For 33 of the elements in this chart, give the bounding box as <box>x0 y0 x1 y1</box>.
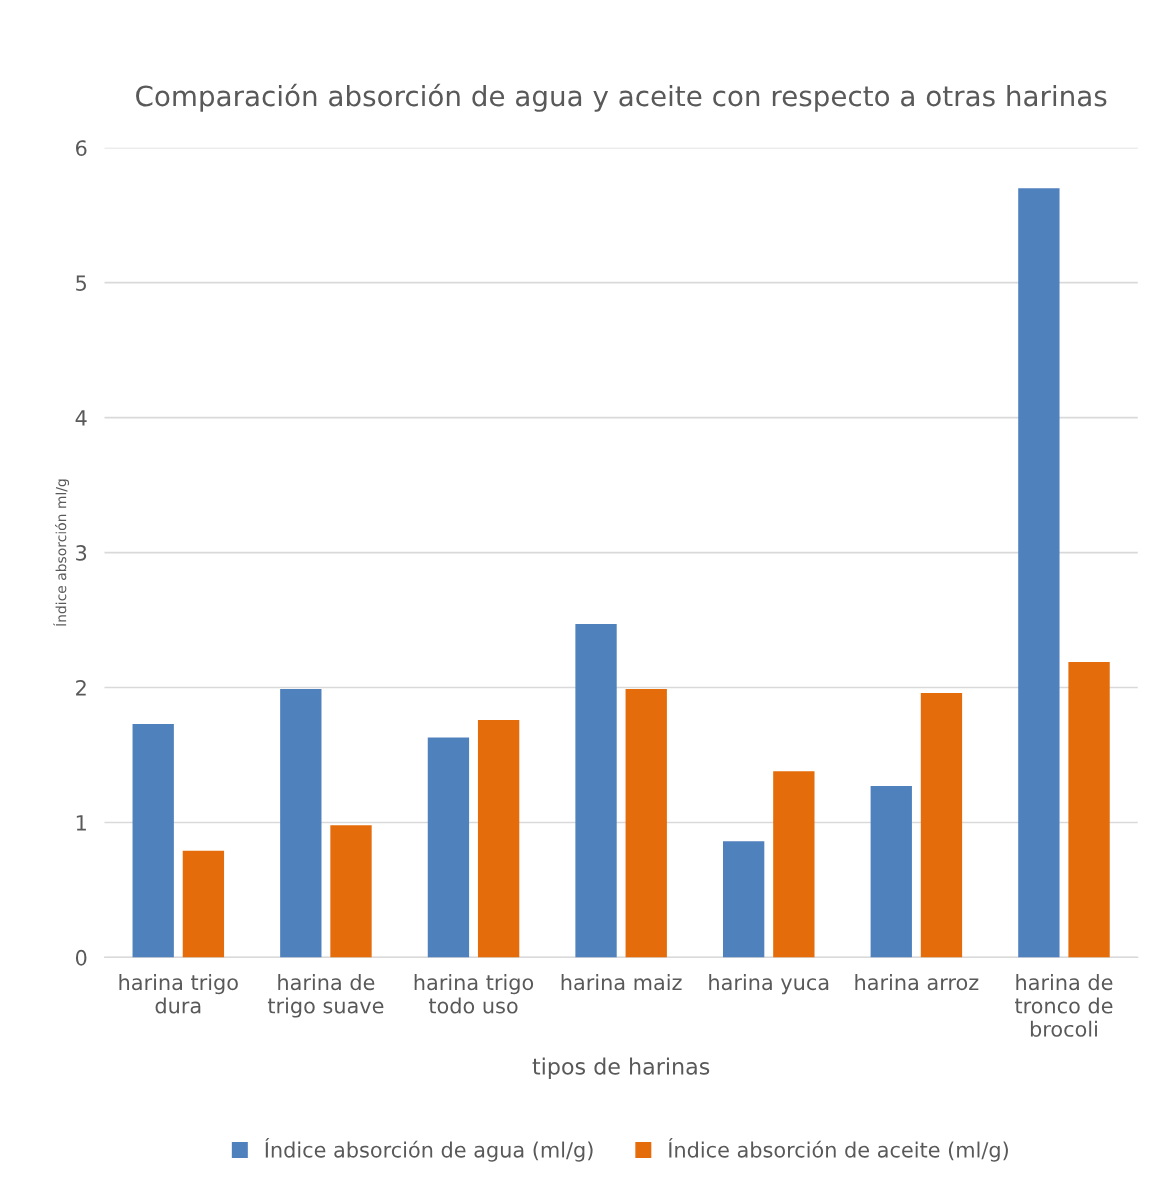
legend-label: Índice absorción de agua (ml/g) <box>265 1138 593 1162</box>
bar <box>427 737 470 958</box>
y-tick-label: 3 <box>76 545 87 561</box>
bar <box>870 786 912 958</box>
bar <box>330 825 372 958</box>
bar <box>920 692 963 958</box>
x-tick-label: harina de tronco de brocoli <box>1014 974 1113 1037</box>
chart-title: Comparación absorción de agua y aceite con respecto a otras harinas <box>136 83 1107 112</box>
y-tick-label: 2 <box>76 679 86 696</box>
y-tick-label: 0 <box>75 949 87 966</box>
y-tick-label: 6 <box>76 140 87 156</box>
bar <box>132 723 174 958</box>
y-axis-title: Índice absorción ml/g <box>53 479 70 626</box>
bar <box>575 624 617 958</box>
bar <box>773 771 815 958</box>
bar <box>280 688 322 958</box>
bar <box>625 688 667 958</box>
legend-label: Índice absorción de aceite (ml/g) <box>668 1138 1008 1162</box>
y-tick-label: 1 <box>76 815 86 831</box>
x-tick-label: harina trigo dura <box>119 974 238 1014</box>
x-axis-title: tipos de harinas <box>532 1057 710 1080</box>
bar <box>1068 661 1110 958</box>
x-tick-label: harina arroz <box>855 974 979 991</box>
bar <box>722 841 765 958</box>
x-tick-label: harina de trigo suave <box>267 974 384 1018</box>
bar <box>477 719 520 958</box>
y-tick-label: 5 <box>76 275 86 291</box>
y-tick-label: 4 <box>75 410 87 426</box>
x-tick-label: harina maiz <box>561 974 682 991</box>
bar <box>1018 188 1060 958</box>
bar <box>182 850 225 958</box>
x-tick-label: harina trigo todo uso <box>414 974 534 1014</box>
x-tick-label: harina yuca <box>709 974 829 995</box>
